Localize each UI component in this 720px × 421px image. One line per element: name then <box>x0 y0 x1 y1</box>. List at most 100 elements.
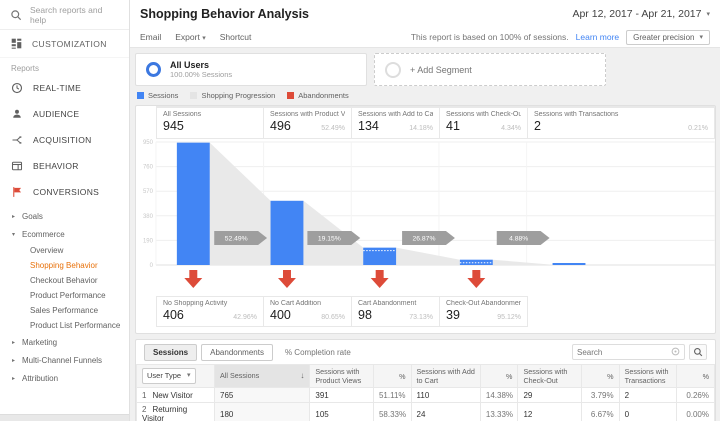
table-row: 2 Returning Visitor 180 105 58.33% 24 13.33% 12… <box>135 402 715 421</box>
abandonment-no-cart-addition: No Cart Addition 400 80.65% <box>264 296 352 327</box>
legend-swatch-icon <box>287 92 295 99</box>
page-title: Shopping Behavior Analysis <box>140 6 310 21</box>
cell-percent: 6.67% <box>581 402 620 421</box>
column-sessions-with-add-to-cart[interactable]: Sessions with Add to Cart <box>410 364 481 388</box>
shortcut-button[interactable]: Shortcut <box>219 32 252 42</box>
sidebar-item-multi-channel-funnels[interactable]: ▸ Multi-Channel Funnels <box>12 355 103 365</box>
svg-text:4.88%: 4.88% <box>509 235 528 242</box>
sidebar-item-checkout-behavior[interactable]: Checkout Behavior <box>30 276 98 285</box>
svg-text:19.15%: 19.15% <box>318 235 341 242</box>
table-toolbar: Sessions Abandonments % Completion rate <box>136 340 715 364</box>
row-label[interactable]: 1 New Visitor <box>135 387 216 403</box>
caret-down-icon: ▾ <box>706 10 710 18</box>
segment-row: All Users 100.00% Sessions + Add Segment <box>135 53 716 86</box>
caret-down-icon: ▾ <box>699 34 703 41</box>
sidebar-item-conversions[interactable]: CONVERSIONS <box>0 179 129 205</box>
data-table: User Type ▾ All Sessions ↓ Sessions with Pro… <box>135 364 715 421</box>
caret-down-icon: ▾ <box>202 35 206 42</box>
table-search-input[interactable] <box>577 347 667 357</box>
cell-percent: 0.26% <box>676 387 715 403</box>
column--[interactable]: % <box>372 364 412 388</box>
sidebar-item-product-performance[interactable]: Product Performance <box>30 291 106 300</box>
sidebar-item-overview[interactable]: Overview <box>30 246 64 255</box>
learn-more-link[interactable]: Learn more <box>575 32 620 42</box>
sidebar-item-acquisition[interactable]: ACQUISITION <box>0 127 129 153</box>
sidebar-search[interactable]: Search reports and help <box>0 0 129 30</box>
column-sessions-with-product-views[interactable]: Sessions with Product Views <box>309 364 374 388</box>
flag-icon <box>11 186 23 198</box>
cell-value: 765 <box>214 387 311 403</box>
legend-item-shopping-progression[interactable]: Shopping Progression <box>190 91 275 100</box>
reports-section-label: Reports <box>11 64 40 73</box>
cell-value: 24 <box>410 402 481 421</box>
export-button[interactable]: Export ▾ <box>175 32 206 42</box>
clock-icon <box>11 82 23 94</box>
sidebar-item-customization[interactable]: CUSTOMIZATION <box>0 30 129 58</box>
legend-item-sessions[interactable]: Sessions <box>137 91 178 100</box>
svg-text:950: 950 <box>143 140 154 146</box>
sidebar-item-product-list-performance[interactable]: Product List Performance <box>30 321 121 330</box>
action-bar: Email Export ▾ Shortcut This report is b… <box>130 27 720 48</box>
email-button[interactable]: Email <box>140 32 162 42</box>
column--[interactable]: % <box>479 364 519 388</box>
sidebar-item-shopping-behavior[interactable]: Shopping Behavior <box>30 261 98 270</box>
sidebar-item-audience[interactable]: AUDIENCE <box>0 101 129 127</box>
sidebar-search-label: Search reports and help <box>30 4 103 25</box>
abandonment-no-shopping-activity: No Shopping Activity 406 42.96% <box>156 296 264 327</box>
triangle-right-icon: ▸ <box>12 339 16 346</box>
legend-item-abandonments[interactable]: Abandonments <box>287 91 349 100</box>
abandonment-arrow-icon <box>370 270 389 288</box>
table-search-button[interactable] <box>689 344 707 360</box>
tab-abandonments[interactable]: Abandonments <box>201 343 273 361</box>
svg-text:26.87%: 26.87% <box>413 235 436 242</box>
sidebar-item-sales-performance[interactable]: Sales Performance <box>30 306 99 315</box>
abandonment-arrow-icon <box>467 270 486 288</box>
tab-sessions[interactable]: Sessions <box>144 343 198 361</box>
cell-percent: 13.33% <box>479 402 519 421</box>
cell-value: 2 <box>618 387 678 403</box>
sidebar-item-marketing[interactable]: ▸ Marketing <box>12 337 58 347</box>
cell-percent: 51.11% <box>372 387 412 403</box>
advanced-filter-icon[interactable] <box>671 343 680 361</box>
column--[interactable]: % <box>676 364 715 388</box>
segment-ring-icon <box>146 62 161 77</box>
table-header-row: User Type ▾ All Sessions ↓ Sessions with Pro… <box>135 364 715 388</box>
customization-label: CUSTOMIZATION <box>32 38 107 49</box>
abandonment-arrow-icon <box>184 270 203 288</box>
sidebar-nav: REAL-TIME AUDIENCE ACQUISITION BEHAVIOR CONV… <box>0 75 129 205</box>
column-sessions-with-check-out[interactable]: Sessions with Check-Out <box>517 364 583 388</box>
sidebar-subnav: ▸ Goals ▾ Ecommerce Overview Shopping Behavio… <box>0 207 129 387</box>
cell-value: 0 <box>618 402 678 421</box>
sidebar-item-attribution[interactable]: ▸ Attribution <box>12 373 59 383</box>
abandonment-cart-abandonment: Cart Abandonment 98 73.13% <box>352 296 440 327</box>
cell-value: 29 <box>517 387 583 403</box>
date-range-picker[interactable]: Apr 12, 2017 - Apr 21, 2017 ▾ <box>572 8 710 20</box>
sidebar-collapse-bar[interactable] <box>0 414 129 421</box>
completion-rate-label[interactable]: % Completion rate <box>284 347 351 357</box>
column-all-sessions-sorted[interactable]: All Sessions ↓ <box>214 364 311 388</box>
sidebar: Search reports and help CUSTOMIZATION Re… <box>0 0 130 421</box>
cell-percent: 14.38% <box>479 387 519 403</box>
column--[interactable]: % <box>581 364 620 388</box>
column-user-type-dropdown[interactable]: User Type ▾ <box>135 364 216 388</box>
cell-value: 105 <box>309 402 374 421</box>
row-label[interactable]: 2 Returning Visitor <box>135 402 216 421</box>
sidebar-item-ecommerce[interactable]: ▾ Ecommerce <box>12 229 65 239</box>
column-sessions-with-transactions[interactable]: Sessions with Transactions <box>618 364 678 388</box>
chart-legend: Sessions Shopping Progression Abandonments <box>137 89 716 102</box>
svg-text:380: 380 <box>143 214 154 220</box>
abandonment-empty-slot <box>528 296 715 327</box>
add-segment-button[interactable]: + Add Segment <box>374 53 606 86</box>
legend-swatch-icon <box>190 92 198 99</box>
legend-swatch-icon <box>137 92 144 99</box>
triangle-right-icon: ▸ <box>12 213 16 220</box>
segment-all-users[interactable]: All Users 100.00% Sessions <box>135 53 367 86</box>
cell-value: 110 <box>410 387 481 403</box>
greater-precision-button[interactable]: Greater precision ▾ <box>626 29 710 45</box>
sidebar-item-goals[interactable]: ▸ Goals <box>12 211 43 221</box>
triangle-down-icon: ▾ <box>12 231 16 238</box>
sidebar-item-real-time[interactable]: REAL-TIME <box>0 75 129 101</box>
funnel-chart[interactable]: 950 760 570 380 190 0 52.49% 19.15% 26.87% 4.88% <box>136 139 716 291</box>
cell-value: 12 <box>517 402 583 421</box>
sidebar-item-behavior[interactable]: BEHAVIOR <box>0 153 129 179</box>
